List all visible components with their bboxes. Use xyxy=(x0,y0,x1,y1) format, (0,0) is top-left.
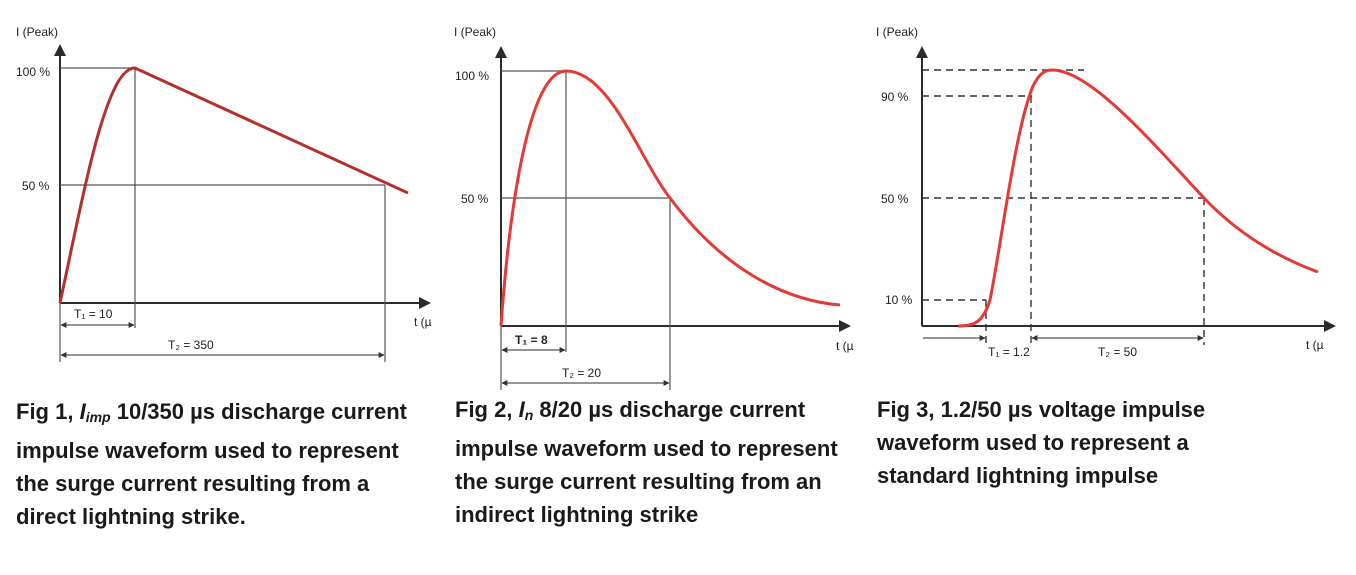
fig3-caption: Fig 3, 1.2/50 µs voltage impulse wavefor… xyxy=(877,393,1237,492)
figures-canvas: I (Peak) t (µ 100 % 50 % T₁ = 10 T₂ = 35… xyxy=(16,25,1336,390)
fig1-y-axis-label: I (Peak) xyxy=(16,25,58,39)
fig3-ytick-90: 90 % xyxy=(881,90,909,104)
fig2-waveform-curve xyxy=(499,69,841,327)
fig2-ytick-100: 100 % xyxy=(455,69,489,83)
fig2-caption-text: 8/20 µs discharge current impulse wavefo… xyxy=(455,397,838,527)
fig1-ytick-100: 100 % xyxy=(16,65,50,79)
fig1-caption-text: 10/350 µs discharge current impulse wave… xyxy=(16,399,407,529)
fig2-caption-symbol: I xyxy=(518,397,525,422)
fig1-caption-number: Fig 1, xyxy=(16,399,74,424)
fig1-caption-symbol: I xyxy=(79,399,86,424)
fig3-ytick-10: 10 % xyxy=(885,293,913,307)
fig3-x-axis-label: t (µ xyxy=(1306,338,1324,352)
fig3-waveform-curve xyxy=(957,68,1319,328)
fig2-y-axis-label: I (Peak) xyxy=(454,25,496,39)
fig3-caption-text: 1.2/50 µs voltage impulse waveform used … xyxy=(877,397,1206,488)
fig3-ytick-50: 50 % xyxy=(881,192,909,206)
fig2-t2-label: T₂ = 20 xyxy=(562,366,601,380)
fig1-waveform-curve xyxy=(58,66,409,304)
fig1-caption: Fig 1, Iimp 10/350 µs discharge current … xyxy=(16,395,426,533)
figure-1: I (Peak) t (µ 100 % 50 % T₁ = 10 T₂ = 35… xyxy=(16,25,432,362)
fig2-x-axis-label: t (µ xyxy=(836,339,854,353)
fig1-x-axis-label: t (µ xyxy=(414,315,432,329)
fig3-y-axis-label: I (Peak) xyxy=(876,25,918,39)
fig1-t1-label: T₁ = 10 xyxy=(74,307,113,321)
figure-3: I (Peak) t (µ 90 % 50 % 10 % T₁ = 1.2 T₂… xyxy=(876,25,1336,359)
fig1-t2-label: T₂ = 350 xyxy=(168,338,214,352)
fig2-caption-symbol-sub: n xyxy=(524,407,534,423)
fig2-t1-label: T₁ = 8 xyxy=(515,333,548,347)
fig3-caption-number: Fig 3, xyxy=(877,397,935,422)
figure-2: I (Peak) t (µ 100 % 50 % T₁ = 8 T₂ = 20 xyxy=(454,25,854,390)
fig3-t1-label: T₁ = 1.2 xyxy=(988,345,1030,359)
fig2-caption-number: Fig 2, xyxy=(455,397,513,422)
fig2-caption: Fig 2, In 8/20 µs discharge current impu… xyxy=(455,393,845,531)
fig1-ytick-50: 50 % xyxy=(22,179,50,193)
fig2-ytick-50: 50 % xyxy=(461,192,489,206)
fig3-t2-label: T₂ = 50 xyxy=(1098,345,1137,359)
fig1-caption-symbol-sub: imp xyxy=(85,409,111,425)
